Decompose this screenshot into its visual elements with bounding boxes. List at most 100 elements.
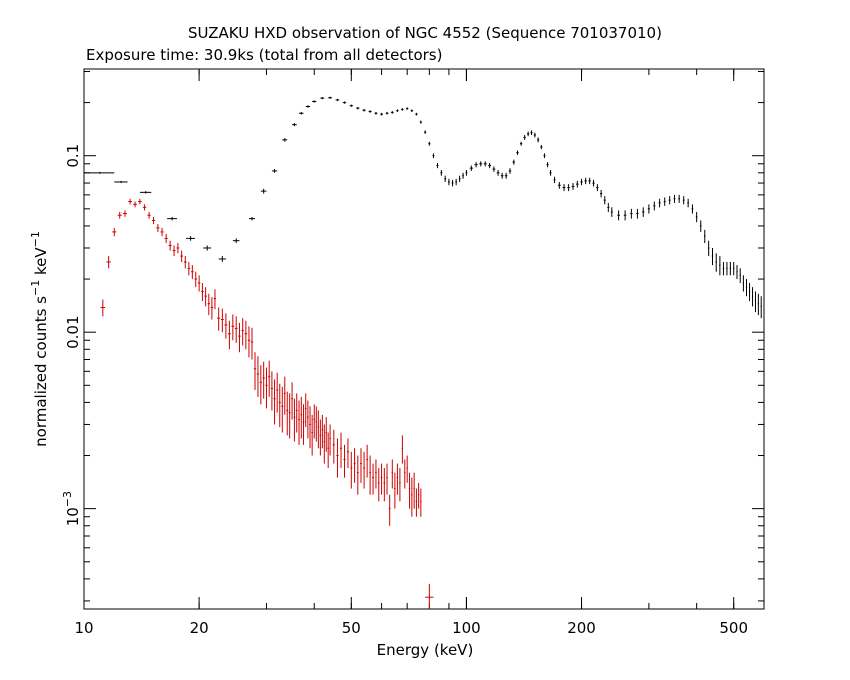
data-point <box>114 180 128 184</box>
data-point <box>571 183 575 190</box>
data-point <box>281 386 284 433</box>
data-point <box>584 177 587 185</box>
x-tick-labels: 10 20 50 100 200 500 <box>74 619 748 637</box>
data-point <box>363 451 366 489</box>
data-point <box>276 372 279 413</box>
data-point <box>362 108 366 112</box>
data-point <box>167 216 177 221</box>
data-point <box>323 424 326 464</box>
data-point <box>479 161 483 167</box>
data-point <box>504 172 508 179</box>
data-point <box>420 488 422 517</box>
data-point <box>292 123 297 127</box>
data-point <box>176 243 180 254</box>
data-point <box>533 132 536 138</box>
data-point <box>653 201 656 211</box>
data-point <box>695 211 698 223</box>
data-point <box>596 184 599 192</box>
data-point <box>687 198 690 208</box>
data-point <box>599 189 603 198</box>
x-tick-label: 500 <box>719 619 748 637</box>
data-point <box>380 112 383 116</box>
y-axis-label-mid: keV <box>32 247 50 280</box>
data-point <box>123 210 127 217</box>
data-point <box>537 137 540 143</box>
data-point <box>678 194 681 203</box>
data-point <box>549 169 552 176</box>
data-point <box>462 172 464 179</box>
data-point <box>151 216 156 225</box>
data-point <box>428 141 431 146</box>
data-point <box>715 253 717 272</box>
data-point <box>523 135 526 140</box>
data-point <box>346 438 349 468</box>
data-point <box>315 406 318 442</box>
data-point <box>405 107 409 110</box>
data-point <box>401 435 404 464</box>
data-series-group <box>84 96 762 609</box>
data-point <box>203 245 212 251</box>
data-point <box>220 308 224 333</box>
data-point <box>288 393 291 439</box>
data-point <box>204 287 207 307</box>
data-point <box>197 275 201 292</box>
data-point <box>328 96 332 99</box>
data-point <box>238 322 241 353</box>
data-point <box>500 172 504 179</box>
data-point <box>156 224 160 232</box>
data-point <box>231 314 235 341</box>
y-axis-label: normalized counts s−1 keV−1 <box>29 231 50 447</box>
data-point <box>194 271 198 288</box>
data-point <box>396 463 399 495</box>
data-point <box>451 179 454 187</box>
data-point <box>703 229 706 244</box>
data-point <box>516 150 519 155</box>
data-point <box>273 379 276 425</box>
data-point <box>492 166 496 172</box>
data-point <box>336 438 339 478</box>
y-tick-label: 0.01 <box>64 315 82 348</box>
data-point <box>745 279 748 297</box>
data-point <box>139 191 152 194</box>
data-point <box>748 282 751 302</box>
data-point <box>394 472 396 509</box>
data-point <box>100 299 106 317</box>
data-point <box>543 153 546 159</box>
data-point <box>320 97 325 100</box>
data-point <box>117 211 122 219</box>
data-point <box>404 459 406 489</box>
data-point <box>508 168 512 174</box>
data-point <box>366 444 369 478</box>
data-point <box>530 130 533 136</box>
data-point <box>168 240 172 251</box>
data-point <box>465 169 468 176</box>
plot-frame <box>83 68 765 610</box>
data-point <box>339 432 343 468</box>
data-point <box>425 583 434 609</box>
data-point <box>265 367 268 409</box>
data-point <box>353 448 356 483</box>
data-point <box>283 376 286 415</box>
y-tick-labels: 0.1 0.01 10−3 <box>61 144 82 527</box>
data-point <box>312 100 317 103</box>
data-point <box>385 111 389 115</box>
data-point <box>186 236 195 241</box>
data-point <box>580 178 583 186</box>
data-point <box>488 162 492 169</box>
data-point <box>512 159 516 165</box>
data-point <box>164 234 168 244</box>
data-point <box>213 289 217 310</box>
data-point <box>293 398 296 442</box>
data-point <box>234 316 238 343</box>
data-point <box>562 184 566 192</box>
data-point <box>691 204 694 214</box>
data-point <box>147 211 151 219</box>
data-point <box>391 459 394 489</box>
data-point <box>483 161 487 167</box>
data-point <box>270 371 273 411</box>
data-series-2 <box>100 198 434 609</box>
data-point <box>342 101 347 104</box>
x-axis-label: Energy (keV) <box>377 641 474 659</box>
data-point <box>668 196 671 205</box>
